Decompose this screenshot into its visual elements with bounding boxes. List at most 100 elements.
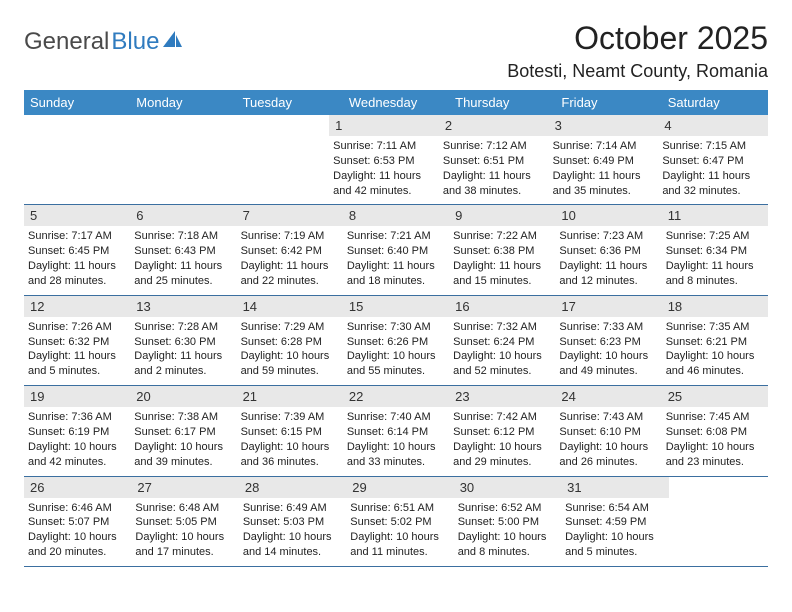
day-info: Sunrise: 7:43 AMSunset: 6:10 PMDaylight:… <box>559 410 657 469</box>
sunrise-text: Sunrise: 7:32 AM <box>453 320 551 335</box>
daylight-text-1: Daylight: 11 hours <box>443 169 545 184</box>
day-number: 17 <box>555 296 661 317</box>
day-number: 9 <box>449 205 555 226</box>
daylight-text-1: Daylight: 11 hours <box>134 349 232 364</box>
sunset-text: Sunset: 6:21 PM <box>666 335 764 350</box>
daylight-text-2: and 2 minutes. <box>134 364 232 379</box>
daylight-text-2: and 32 minutes. <box>662 184 764 199</box>
day-info: Sunrise: 6:46 AMSunset: 5:07 PMDaylight:… <box>28 501 127 560</box>
day-number: 31 <box>561 477 668 498</box>
sunset-text: Sunset: 6:49 PM <box>553 154 655 169</box>
daylight-text-2: and 28 minutes. <box>28 274 126 289</box>
daylight-text-1: Daylight: 10 hours <box>347 440 445 455</box>
sunset-text: Sunset: 6:14 PM <box>347 425 445 440</box>
day-cell: 30Sunrise: 6:52 AMSunset: 5:00 PMDayligh… <box>454 477 561 566</box>
day-info: Sunrise: 7:29 AMSunset: 6:28 PMDaylight:… <box>241 320 339 379</box>
daylight-text-2: and 15 minutes. <box>453 274 551 289</box>
sunset-text: Sunset: 6:40 PM <box>347 244 445 259</box>
daylight-text-2: and 35 minutes. <box>553 184 655 199</box>
empty-day-cell <box>669 477 768 566</box>
day-info: Sunrise: 7:42 AMSunset: 6:12 PMDaylight:… <box>453 410 551 469</box>
sunrise-text: Sunrise: 7:26 AM <box>28 320 126 335</box>
sunrise-text: Sunrise: 7:43 AM <box>559 410 657 425</box>
logo-sail-icon <box>163 31 183 54</box>
daylight-text-1: Daylight: 11 hours <box>347 259 445 274</box>
daylight-text-1: Daylight: 10 hours <box>453 349 551 364</box>
sunrise-text: Sunrise: 6:51 AM <box>350 501 449 516</box>
logo-text-2: Blue <box>111 28 159 56</box>
day-number: 30 <box>454 477 561 498</box>
day-number: 7 <box>237 205 343 226</box>
daylight-text-2: and 12 minutes. <box>559 274 657 289</box>
sunset-text: Sunset: 6:26 PM <box>347 335 445 350</box>
sunrise-text: Sunrise: 7:36 AM <box>28 410 126 425</box>
day-info: Sunrise: 7:36 AMSunset: 6:19 PMDaylight:… <box>28 410 126 469</box>
sunrise-text: Sunrise: 7:35 AM <box>666 320 764 335</box>
day-cell: 2Sunrise: 7:12 AMSunset: 6:51 PMDaylight… <box>439 115 549 204</box>
sunrise-text: Sunrise: 7:12 AM <box>443 139 545 154</box>
day-number: 21 <box>237 386 343 407</box>
day-cell: 26Sunrise: 6:46 AMSunset: 5:07 PMDayligh… <box>24 477 131 566</box>
sunset-text: Sunset: 6:43 PM <box>134 244 232 259</box>
daylight-text-2: and 39 minutes. <box>134 455 232 470</box>
day-cell: 6Sunrise: 7:18 AMSunset: 6:43 PMDaylight… <box>130 205 236 294</box>
sunset-text: Sunset: 6:10 PM <box>559 425 657 440</box>
day-cell: 11 Sunrise: 7:25 AMSunset: 6:34 PMDayligh… <box>662 205 768 294</box>
daylight-text-1: Daylight: 10 hours <box>453 440 551 455</box>
location-text: Botesti, Neamt County, Romania <box>507 61 768 82</box>
week-row: 1Sunrise: 7:11 AMSunset: 6:53 PMDaylight… <box>24 115 768 205</box>
sunrise-text: Sunrise: 6:49 AM <box>243 501 342 516</box>
daylight-text-1: Daylight: 11 hours <box>134 259 232 274</box>
sunset-text: Sunset: 6:51 PM <box>443 154 545 169</box>
day-number: 16 <box>449 296 555 317</box>
day-cell: 9Sunrise: 7:22 AMSunset: 6:38 PMDaylight… <box>449 205 555 294</box>
week-row: 5Sunrise: 7:17 AMSunset: 6:45 PMDaylight… <box>24 205 768 295</box>
day-number: 25 <box>662 386 768 407</box>
sunset-text: Sunset: 6:23 PM <box>559 335 657 350</box>
day-cell: 12Sunrise: 7:26 AMSunset: 6:32 PMDayligh… <box>24 296 130 385</box>
sunrise-text: Sunrise: 7:21 AM <box>347 229 445 244</box>
daylight-text-1: Daylight: 10 hours <box>28 530 127 545</box>
day-cell: 25Sunrise: 7:45 AMSunset: 6:08 PMDayligh… <box>662 386 768 475</box>
daylight-text-1: Daylight: 10 hours <box>458 530 557 545</box>
day-cell: 1Sunrise: 7:11 AMSunset: 6:53 PMDaylight… <box>329 115 439 204</box>
daylight-text-2: and 14 minutes. <box>243 545 342 560</box>
daylight-text-2: and 8 minutes. <box>458 545 557 560</box>
sunset-text: Sunset: 5:05 PM <box>135 515 234 530</box>
daylight-text-1: Daylight: 10 hours <box>28 440 126 455</box>
daylight-text-2: and 49 minutes. <box>559 364 657 379</box>
day-number: 15 <box>343 296 449 317</box>
day-cell: 23 Sunrise: 7:42 AMSunset: 6:12 PMDayligh… <box>449 386 555 475</box>
weekday-header-cell: Tuesday <box>237 90 343 115</box>
daylight-text-1: Daylight: 11 hours <box>559 259 657 274</box>
day-info: Sunrise: 6:48 AMSunset: 5:05 PMDaylight:… <box>135 501 234 560</box>
sunrise-text: Sunrise: 6:54 AM <box>565 501 664 516</box>
daylight-text-2: and 29 minutes. <box>453 455 551 470</box>
empty-day-cell <box>227 115 329 204</box>
daylight-text-2: and 5 minutes. <box>565 545 664 560</box>
day-number: 11 <box>662 205 768 226</box>
day-info: Sunrise: 7:25 AMSunset: 6:34 PMDaylight:… <box>666 229 764 288</box>
calendar: SundayMondayTuesdayWednesdayThursdayFrid… <box>24 90 768 567</box>
day-number: 6 <box>130 205 236 226</box>
sunrise-text: Sunrise: 7:33 AM <box>559 320 657 335</box>
sunrise-text: Sunrise: 7:39 AM <box>241 410 339 425</box>
day-info: Sunrise: 7:17 AMSunset: 6:45 PMDaylight:… <box>28 229 126 288</box>
weekday-header-cell: Thursday <box>449 90 555 115</box>
daylight-text-1: Daylight: 10 hours <box>666 440 764 455</box>
sunrise-text: Sunrise: 7:15 AM <box>662 139 764 154</box>
day-cell: 21Sunrise: 7:39 AMSunset: 6:15 PMDayligh… <box>237 386 343 475</box>
day-number: 18 <box>662 296 768 317</box>
sunrise-text: Sunrise: 7:40 AM <box>347 410 445 425</box>
sunrise-text: Sunrise: 7:45 AM <box>666 410 764 425</box>
day-number: 23 <box>449 386 555 407</box>
daylight-text-1: Daylight: 10 hours <box>350 530 449 545</box>
day-cell: 19Sunrise: 7:36 AMSunset: 6:19 PMDayligh… <box>24 386 130 475</box>
daylight-text-1: Daylight: 11 hours <box>453 259 551 274</box>
daylight-text-1: Daylight: 11 hours <box>28 349 126 364</box>
day-info: Sunrise: 7:11 AMSunset: 6:53 PMDaylight:… <box>333 139 435 198</box>
day-number: 12 <box>24 296 130 317</box>
day-info: Sunrise: 7:33 AMSunset: 6:23 PMDaylight:… <box>559 320 657 379</box>
daylight-text-1: Daylight: 10 hours <box>135 530 234 545</box>
sunrise-text: Sunrise: 7:14 AM <box>553 139 655 154</box>
